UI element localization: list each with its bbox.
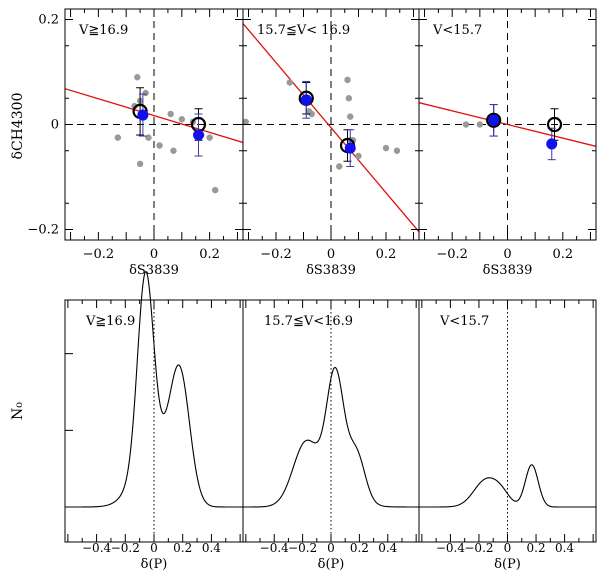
x-tick-label: −0.2 xyxy=(83,247,115,262)
panel-title: V<15.7 xyxy=(439,314,489,329)
x-tick-label: 0.2 xyxy=(199,247,220,262)
gray-data-point xyxy=(134,74,141,81)
x-axis-label: δ(P) xyxy=(494,557,521,572)
x-tick-label: 0.2 xyxy=(350,541,369,555)
gray-data-point xyxy=(242,118,249,126)
panel-title: 15.7≦V<16.9 xyxy=(264,314,353,329)
x-tick-label: 0.4 xyxy=(202,541,221,555)
gray-data-point xyxy=(345,95,353,102)
x-tick-label: 0 xyxy=(327,247,335,262)
x-tick-label: −0.2 xyxy=(288,541,317,555)
x-axis-label: δS3839 xyxy=(483,263,533,278)
x-tick-label: −0.2 xyxy=(464,541,493,555)
x-tick-label: −0.2 xyxy=(436,247,468,262)
x-axis-label: δS3839 xyxy=(306,263,356,278)
gray-data-point xyxy=(211,186,219,194)
mean-blue-point xyxy=(300,94,312,106)
scatter-panel-2: −0.2 0 0.2 δS3839 15.7≦V< 16.9 xyxy=(242,8,420,278)
gray-data-point xyxy=(167,110,174,118)
scatter-panel-1: −0.2 0 0.2 −0.2 0 0.2 δS3839 V≧16.9 xyxy=(27,8,244,278)
density-panel-2: −0.4 −0.2 0 0.2 0.4 δ(P) 15.7≦V<16.9 xyxy=(242,299,420,572)
x-axis-label: δ(P) xyxy=(141,557,168,572)
fit-line xyxy=(65,88,243,144)
mean-blue-point xyxy=(193,129,204,141)
gray-data-point xyxy=(142,89,149,97)
top-row: −0.2 0 0.2 −0.2 0 0.2 δS3839 V≧16.9 −0.2 0 0.2 δS38… xyxy=(27,8,597,278)
mean-blue-point xyxy=(344,142,356,154)
fit-line xyxy=(419,102,596,147)
gray-data-point xyxy=(336,163,343,170)
x-tick-label: 0.2 xyxy=(376,247,397,262)
panel-title: 15.7≦V< 16.9 xyxy=(257,23,350,38)
bottom-y-axis-label: N₀ xyxy=(10,402,26,420)
x-tick-label: 0.4 xyxy=(555,541,574,555)
gray-data-point xyxy=(145,134,152,141)
x-tick-label: −0.4 xyxy=(82,541,112,555)
mean-open-circle xyxy=(486,112,502,128)
x-tick-label: −0.4 xyxy=(260,541,290,555)
gray-data-point xyxy=(347,113,354,120)
x-axis-label: δ(P) xyxy=(318,557,345,572)
bottom-row: −0.4 −0.2 0 0.2 0.4δ(P)V≧16.9−0.4 −0.2 0 0.2 0.4… xyxy=(64,270,597,572)
gray-data-point xyxy=(156,142,163,149)
gray-data-point xyxy=(170,147,177,154)
gray-data-point xyxy=(286,79,293,86)
y-tick-label: −0.2 xyxy=(27,223,59,238)
mean-open-circle xyxy=(546,116,563,133)
panel-title: V≧16.9 xyxy=(78,23,128,38)
x-tick-label: 0.2 xyxy=(527,541,546,555)
scatter-panel-3: −0.2 0 0.2 δS3839 V<15.7 xyxy=(418,8,597,278)
gray-data-point xyxy=(114,134,122,141)
fit-line xyxy=(243,23,419,233)
gray-data-point xyxy=(131,102,138,110)
x-tick-label: −0.2 xyxy=(260,247,292,262)
gray-data-point xyxy=(382,144,390,152)
x-tick-label: −0.4 xyxy=(436,541,466,555)
gray-data-point xyxy=(349,137,357,144)
x-tick-label: 0 xyxy=(327,541,335,555)
gray-data-point xyxy=(344,76,351,84)
x-tick-label: 0 xyxy=(503,247,511,262)
y-tick-label: 0 xyxy=(51,118,59,133)
x-tick-label: 0.2 xyxy=(173,541,192,555)
top-y-axis-label: δCH4300 xyxy=(10,93,26,160)
x-tick-label: 0 xyxy=(504,541,512,555)
gray-data-point xyxy=(136,160,144,168)
mean-blue-point xyxy=(488,114,500,126)
density-panel-1: −0.4 −0.2 0 0.2 0.4 δ(P) V≧16.9 xyxy=(64,270,244,572)
gray-data-point xyxy=(308,110,315,118)
mean-blue-point xyxy=(546,138,558,150)
gray-data-point xyxy=(476,121,484,128)
y-tick-label: 0.2 xyxy=(38,13,59,28)
x-tick-label: 0 xyxy=(150,541,158,555)
panel-title: V<15.7 xyxy=(432,23,482,38)
x-tick-label: 0 xyxy=(150,247,158,262)
x-tick-label: −0.2 xyxy=(111,541,140,555)
gray-data-point xyxy=(178,116,186,123)
x-tick-label: 0.4 xyxy=(378,541,397,555)
gray-data-point xyxy=(462,121,470,128)
density-curve xyxy=(243,366,419,508)
x-axis-label: δS3839 xyxy=(129,263,179,278)
density-panel-3: −0.4 −0.2 0 0.2 0.4 δ(P) V<15.7 xyxy=(418,299,597,572)
panel-title: V≧16.9 xyxy=(85,314,135,329)
mean-blue-point xyxy=(137,109,149,121)
gray-data-point xyxy=(393,147,401,154)
density-curve xyxy=(65,270,243,508)
x-tick-label: 0.2 xyxy=(552,247,573,262)
gray-data-point xyxy=(355,152,362,160)
gray-data-point xyxy=(206,134,213,141)
density-curve xyxy=(419,464,596,508)
